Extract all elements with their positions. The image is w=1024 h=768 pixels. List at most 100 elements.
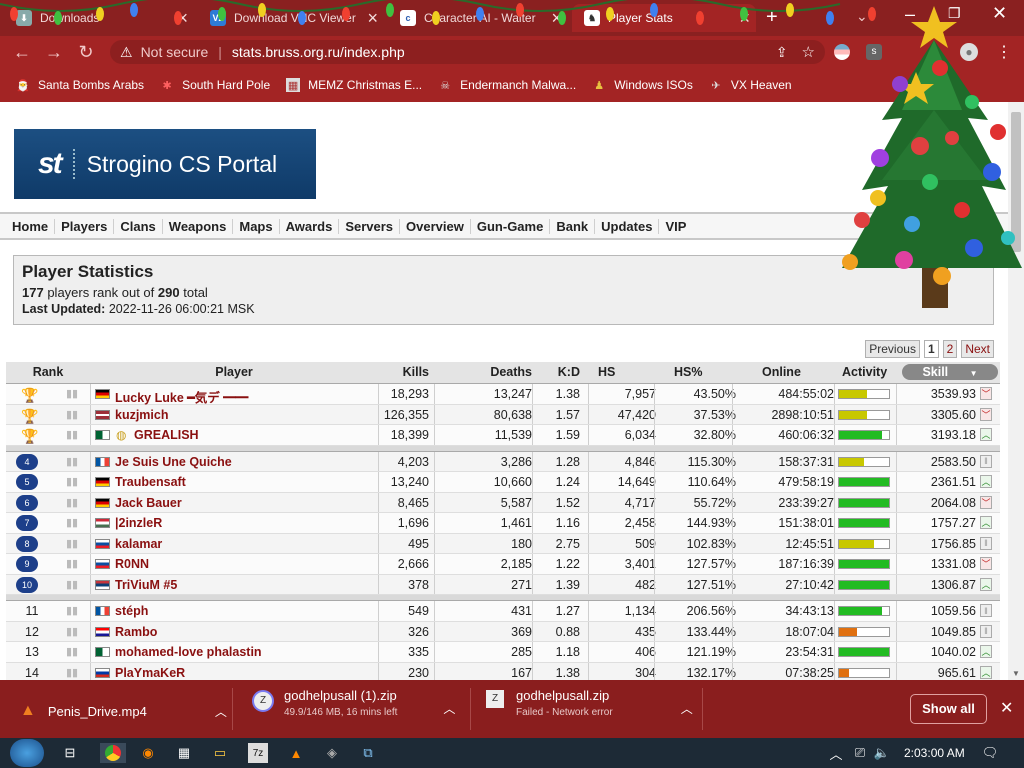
omnibox[interactable]: ⚠ Not secure | stats.bruss.org.ru/index.… [110,40,825,64]
menu-overview[interactable]: Overview [400,218,471,234]
app-icon[interactable]: ◈ [327,745,337,760]
table-row[interactable]: 5 ▮▮ Traubensaft 13,240 10,660 1.24 14,6… [6,472,1000,493]
bookmark-item[interactable]: ✱ South Hard Pole [160,78,270,92]
extension-icon[interactable] [834,44,850,60]
back-button[interactable]: ← [13,42,31,62]
player-name[interactable]: TriViuM #5 [115,577,178,592]
stats-icon[interactable]: ▮▮ [66,388,79,400]
scroll-down-icon[interactable]: ▼ [1012,669,1020,678]
tab-search-icon[interactable]: ⌄ [856,8,868,24]
header-skill[interactable]: Skill ▼ [902,364,998,380]
stats-icon[interactable]: ▮▮ [66,605,79,617]
calculator-icon[interactable]: ▦ [177,745,191,760]
header-rank[interactable]: Rank [32,365,64,379]
pager-page-1[interactable]: 1 [923,340,939,358]
header-deaths[interactable]: Deaths [490,365,532,379]
chevron-up-icon[interactable]: ︿ [214,704,227,719]
player-name[interactable]: Jack Bauer [115,495,182,510]
pager-page-2[interactable]: 2 [942,340,958,358]
menu-maps[interactable]: Maps [233,218,280,234]
table-row[interactable]: 4 ▮▮ Je Suis Une Quiche 4,203 3,286 1.28… [6,451,1000,472]
close-icon[interactable]: × [551,7,562,28]
bookmark-item[interactable]: ☠ Endermanch Malwa... [438,78,576,92]
header-hs[interactable]: HS [598,365,616,379]
player-name[interactable]: Lucky Luke ━気デ ━━ [115,391,249,405]
stats-icon[interactable]: ▮▮ [66,408,79,421]
header-activity[interactable]: Activity [842,365,888,379]
menu-home[interactable]: Home [0,218,56,234]
maximize-button[interactable]: ❐ [948,5,961,21]
table-row[interactable]: 8 ▮▮ kalamar 495 180 2.75 509 102.83% 12… [6,533,1000,554]
header-kills[interactable]: Kills [402,365,429,379]
7zip-icon[interactable]: 7z [248,743,268,763]
header-online[interactable]: Online [762,365,801,379]
bookmark-item[interactable]: 🎅 Santa Bombs Arabs [16,78,144,92]
menu-updates[interactable]: Updates [595,218,660,234]
menu-gun-game[interactable]: Gun-Game [471,218,551,234]
chrome-icon[interactable] [100,743,126,763]
notifications-icon[interactable]: 🗨 [981,745,999,760]
bookmark-star-icon[interactable]: ☆ [801,44,815,61]
player-name[interactable]: kalamar [115,536,163,551]
stats-icon[interactable]: ▮▮ [66,496,79,509]
table-row[interactable]: 7 ▮▮ |2inzleR 1,696 1,461 1.16 2,458 144… [6,513,1000,534]
stats-icon[interactable]: ▮▮ [66,646,79,658]
volume-icon[interactable]: 🔈 [873,745,891,760]
menu-clans[interactable]: Clans [114,218,163,234]
table-row[interactable]: 13 ▮▮ mohamed-love phalastin 335 285 1.1… [6,642,1000,663]
minimize-button[interactable]: – [905,4,916,24]
stats-icon[interactable]: ▮▮ [66,517,79,529]
header-player[interactable]: Player [215,365,253,379]
stats-icon[interactable]: ▮▮ [66,429,79,441]
player-name[interactable]: mohamed-love phalastin [115,645,262,659]
close-window-button[interactable]: ✕ [992,3,1008,23]
download-item[interactable]: Z godhelpusall (1).zip 49.9/146 MB, 16 m… [252,688,455,718]
player-name[interactable]: GREALISH [134,428,199,442]
stats-icon[interactable]: ▮▮ [66,666,79,679]
table-row[interactable]: 11 ▮▮ stéph 549 431 1.27 1,134 206.56% 3… [6,601,1000,622]
close-icon[interactable]: × [177,7,188,28]
bookmark-item[interactable]: ✈ VX Heaven [709,78,791,92]
player-name[interactable]: Traubensaft [115,475,186,489]
player-name[interactable]: R0NN [115,557,150,571]
site-logo[interactable]: st Strogino CS Portal [14,129,316,199]
player-name[interactable]: kuzjmich [115,407,169,422]
table-row[interactable]: 🏆 ▮▮ kuzjmich 126,355 80,638 1.57 47,420… [6,404,1000,425]
table-row[interactable]: 14 ▮▮ PlaYmaKeR 230 167 1.38 304 132.17%… [6,662,1000,680]
pager-previous[interactable]: Previous [865,340,920,358]
table-row[interactable]: 🏆 ▮▮ GREALISH 18,399 11,539 1.59 6,034 3… [6,425,1000,446]
menu-servers[interactable]: Servers [339,218,401,234]
download-item[interactable]: ▲ Penis_Drive.mp4 ︿ [20,702,227,720]
table-row[interactable]: 6 ▮▮ Jack Bauer 8,465 5,587 1.52 4,717 5… [6,492,1000,513]
search-icon[interactable]: ⚲ [974,218,984,233]
warning-icon[interactable]: ⚠ [120,43,133,60]
url-text[interactable]: stats.bruss.org.ru/index.php [231,44,405,60]
network-icon[interactable]: ⎚ [854,745,866,760]
tab-vnc[interactable]: V2 Download VNC Viewer × [198,4,384,32]
page-scrollbar[interactable]: ▼ [1008,102,1024,680]
menu-weapons[interactable]: Weapons [163,218,234,234]
table-row[interactable]: 12 ▮▮ Rambo 326 369 0.88 435 133.44% 18:… [6,621,1000,642]
tab-downloads[interactable]: ⬇ Downloads × [4,4,194,32]
close-icon[interactable]: × [739,7,750,28]
bookmark-item[interactable]: ♟ Windows ISOs [592,78,693,92]
forward-button[interactable]: → [45,42,63,62]
stats-icon[interactable]: ▮▮ [66,537,79,550]
reload-button[interactable]: ↻ [78,42,94,62]
stats-icon[interactable]: ▮▮ [66,476,79,488]
menu-awards[interactable]: Awards [280,218,340,234]
close-icon[interactable]: × [367,7,378,28]
vlc-taskbar-icon[interactable]: ▲ [289,745,303,761]
new-tab-button[interactable]: + [766,6,778,28]
stats-icon[interactable]: ▮▮ [66,558,79,570]
player-name[interactable]: Je Suis Une Quiche [115,454,232,469]
player-name[interactable]: stéph [115,604,149,618]
network-app-icon[interactable]: ⧉ [363,745,373,760]
close-download-bar-icon[interactable]: ✕ [1000,700,1014,717]
tab-character-ai[interactable]: c Character AI - Walter × [388,4,568,32]
header-hs-percent[interactable]: HS% [674,365,703,379]
task-view-icon[interactable]: ⊟ [64,745,76,760]
bookmark-item[interactable]: ▦ MEMZ Christmas E... [286,78,422,92]
menu-bank[interactable]: Bank [550,218,596,234]
menu-players[interactable]: Players [55,218,115,234]
